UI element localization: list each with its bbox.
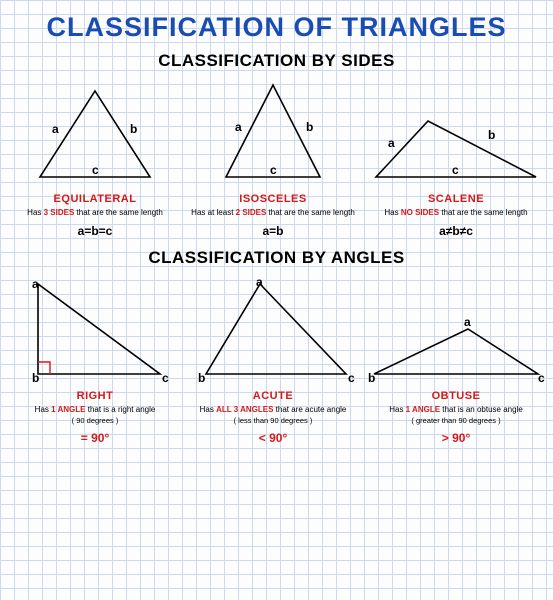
svg-text:b: b bbox=[198, 371, 205, 384]
section-title-sides: CLASSIFICATION BY SIDES bbox=[8, 51, 545, 71]
cell-equilateral: a b c EQUILATERAL Has 3 SIDES that are the… bbox=[8, 75, 182, 238]
row-sides: a b c EQUILATERAL Has 3 SIDES that are the… bbox=[8, 75, 545, 238]
triangle-right: a b c bbox=[10, 274, 180, 384]
svg-text:b: b bbox=[306, 120, 313, 134]
svg-text:b: b bbox=[130, 122, 137, 136]
svg-text:a: a bbox=[32, 277, 39, 291]
svg-text:a: a bbox=[388, 136, 395, 150]
svg-text:b: b bbox=[368, 371, 375, 384]
cell-acute: a b c ACUTE Has ALL 3 ANGLES that are acut… bbox=[186, 272, 360, 445]
sub-right: ( 90 degrees ) bbox=[10, 416, 180, 425]
sub-obtuse: ( greater than 90 degrees ) bbox=[366, 416, 546, 425]
desc-acute: Has ALL 3 ANGLES that are acute angle bbox=[188, 405, 358, 415]
cell-right: a b c RIGHT Has 1 ANGLE that is a right an… bbox=[8, 272, 182, 445]
desc-scalene: Has NO SIDES that are the same length bbox=[366, 208, 546, 218]
main-title: CLASSIFICATION OF TRIANGLES bbox=[8, 12, 545, 43]
name-right: RIGHT bbox=[10, 390, 180, 402]
sub-acute: ( less than 90 degrees ) bbox=[188, 416, 358, 425]
svg-text:c: c bbox=[162, 371, 169, 384]
section-title-angles: CLASSIFICATION BY ANGLES bbox=[8, 248, 545, 268]
svg-text:c: c bbox=[348, 371, 355, 384]
formula-isosceles: a=b bbox=[188, 224, 358, 238]
name-obtuse: OBTUSE bbox=[366, 390, 546, 402]
triangle-obtuse: a b c bbox=[366, 274, 546, 384]
triangle-isosceles: a b c bbox=[188, 77, 358, 187]
svg-text:c: c bbox=[92, 163, 99, 177]
row-angles: abc RIGHT Has 1 ANGLE that is a right an… bbox=[8, 272, 545, 445]
desc-isosceles: Has at least 2 SIDES that are the same l… bbox=[188, 208, 358, 218]
svg-text:b: b bbox=[488, 128, 495, 142]
poster: CLASSIFICATION OF TRIANGLES CLASSIFICATI… bbox=[0, 0, 553, 455]
cell-obtuse: a b c OBTUSE Has 1 ANGLE that is an obtuse… bbox=[364, 272, 548, 445]
formula-right: = 90° bbox=[10, 431, 180, 445]
desc-equilateral: Has 3 SIDES that are the same length bbox=[10, 208, 180, 218]
name-equilateral: EQUILATERAL bbox=[10, 193, 180, 205]
triangle-scalene: a b c bbox=[366, 77, 546, 187]
name-scalene: SCALENE bbox=[366, 193, 546, 205]
triangle-acute: a b c bbox=[188, 274, 358, 384]
formula-scalene: a≠b≠c bbox=[366, 224, 546, 238]
svg-text:a: a bbox=[464, 315, 471, 329]
formula-acute: < 90° bbox=[188, 431, 358, 445]
formula-obtuse: > 90° bbox=[366, 431, 546, 445]
cell-scalene: a b c SCALENE Has NO SIDES that are the sa… bbox=[364, 75, 548, 238]
svg-text:c: c bbox=[270, 163, 277, 177]
svg-text:c: c bbox=[538, 371, 545, 384]
name-acute: ACUTE bbox=[188, 390, 358, 402]
triangle-equilateral: a b c bbox=[10, 77, 180, 187]
svg-text:a: a bbox=[256, 275, 263, 289]
svg-text:b: b bbox=[32, 371, 39, 384]
desc-obtuse: Has 1 ANGLE that is an obtuse angle bbox=[366, 405, 546, 415]
cell-isosceles: a b c ISOSCELES Has at least 2 SIDES that … bbox=[186, 75, 360, 238]
svg-text:c: c bbox=[452, 163, 459, 177]
desc-right: Has 1 ANGLE that is a right angle bbox=[10, 405, 180, 415]
svg-text:a: a bbox=[52, 122, 59, 136]
name-isosceles: ISOSCELES bbox=[188, 193, 358, 205]
svg-text:a: a bbox=[235, 120, 242, 134]
formula-equilateral: a=b=c bbox=[10, 224, 180, 238]
